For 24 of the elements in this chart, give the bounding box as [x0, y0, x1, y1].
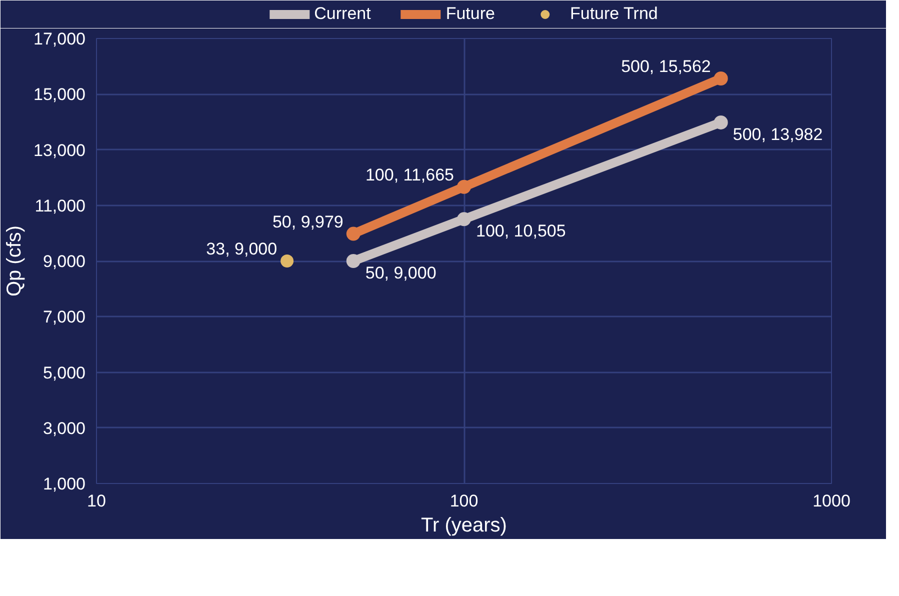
legend-label: Future	[446, 4, 495, 24]
y-tick-label: 17,000	[34, 30, 86, 48]
y-tick-label: 7,000	[42, 308, 86, 327]
x-tick-label: 1000	[812, 492, 850, 510]
y-tick-label: 15,000	[34, 85, 86, 104]
y-axis-title: Qp (cfs)	[4, 225, 26, 297]
data-label: 50, 9,000	[365, 264, 436, 282]
y-tick-label: 9,000	[42, 252, 86, 271]
x-tick-label: 10	[87, 492, 106, 510]
y-tick-label: 3,000	[42, 418, 86, 438]
legend-label: Future Trnd	[570, 4, 658, 24]
y-tick-label: 11,000	[34, 196, 86, 216]
x-tick-label: 100	[450, 492, 478, 510]
y-tick-label: 1,000	[42, 474, 86, 494]
data-label: 500, 13,982	[732, 124, 823, 144]
y-tick-label: 13,000	[34, 140, 86, 160]
y-tick-label: 5,000	[42, 363, 86, 382]
legend-label: Current	[314, 4, 371, 24]
data-label: 100, 11,665	[365, 165, 454, 184]
data-label: 500, 15,562	[621, 56, 711, 76]
data-label: 100, 10,505	[476, 222, 566, 241]
data-label: 33, 9,000	[206, 240, 278, 258]
x-axis-title: Tr (years)	[421, 514, 507, 536]
data-label: 50, 9,979	[272, 212, 344, 232]
